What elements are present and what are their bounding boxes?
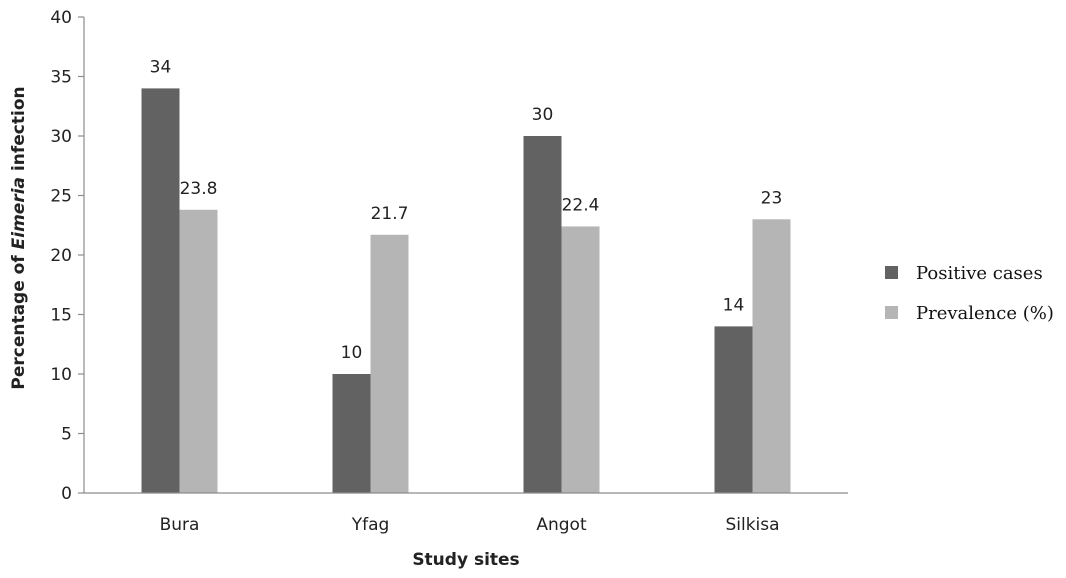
y-tick-label: 35 (50, 68, 72, 88)
y-tick-label: 40 (50, 8, 72, 28)
x-axis-title: Study sites (412, 550, 519, 570)
y-tick-label: 0 (61, 484, 72, 504)
legend-swatch (885, 266, 898, 279)
x-axis-ticks: Bura Yfag Angot Silkisa (160, 515, 780, 535)
x-tick-label: Yfag (351, 515, 390, 535)
y-axis-title-italic: Eimeria (9, 177, 29, 249)
data-labels-group: 34 23.8 10 21.7 30 22.4 14 23 (150, 57, 783, 363)
bar-series-group (141, 88, 791, 494)
y-axis-title: Percentage of Eimeria infection (9, 86, 29, 389)
bar-positive-cases-silkisa (714, 326, 753, 493)
y-tick-label: 15 (50, 306, 72, 326)
bar-prevalence-yfag (370, 234, 409, 493)
data-label: 22.4 (562, 195, 600, 215)
y-axis-ticks: 0 5 10 15 20 25 30 35 40 (50, 8, 84, 504)
bar-positive-cases-bura (141, 88, 180, 494)
y-axis-title-prefix: Percentage of (9, 249, 29, 389)
x-tick-label: Angot (536, 515, 587, 535)
data-label: 34 (150, 57, 172, 77)
bar-prevalence-angot (561, 226, 600, 493)
y-axis-title-suffix: infection (9, 86, 29, 177)
legend-swatch (885, 306, 898, 319)
y-tick-label: 25 (50, 187, 72, 207)
data-label: 10 (341, 343, 363, 363)
data-label: 23.8 (180, 179, 218, 199)
data-label: 30 (532, 105, 554, 125)
y-tick-label: 10 (50, 365, 72, 385)
x-tick-label: Silkisa (725, 515, 779, 535)
x-tick-label: Bura (160, 515, 200, 535)
y-tick-label: 30 (50, 127, 72, 147)
data-label: 14 (723, 295, 745, 315)
bar-prevalence-bura (179, 209, 218, 493)
bar-prevalence-silkisa (752, 219, 791, 494)
bar-positive-cases-angot (523, 136, 562, 493)
y-tick-label: 5 (61, 425, 72, 445)
legend-label: Prevalence (%) (916, 303, 1054, 324)
legend-label: Positive cases (916, 263, 1043, 284)
legend: Positive cases Prevalence (%) (885, 263, 1054, 324)
bar-positive-cases-yfag (332, 374, 371, 493)
data-label: 21.7 (371, 204, 409, 224)
y-tick-label: 20 (50, 246, 72, 266)
data-label: 23 (761, 188, 783, 208)
